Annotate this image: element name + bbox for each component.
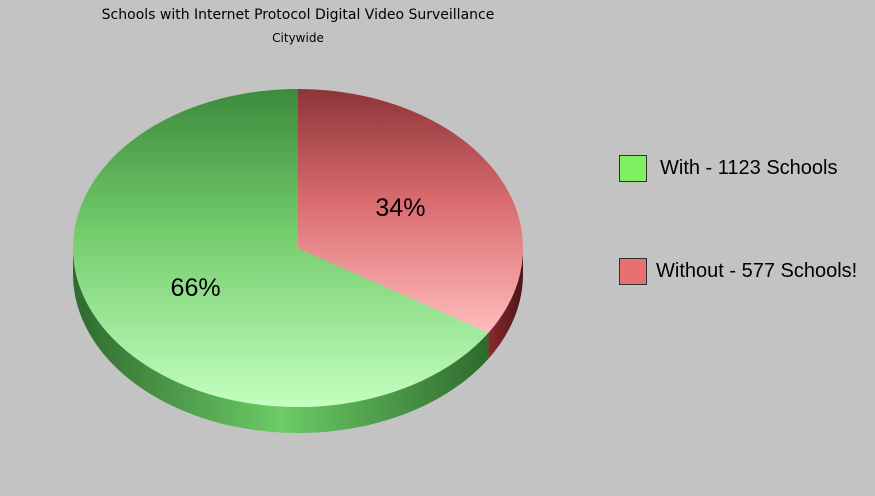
data-label-without: 34% [375, 194, 425, 222]
legend-item-without: Without - 577 Schools! [619, 258, 857, 285]
chart-title: Schools with Internet Protocol Digital V… [101, 7, 495, 23]
legend-swatch-without [619, 258, 647, 285]
legend-label-with: With - 1123 Schools [660, 157, 838, 179]
pie-side-with [72, 248, 489, 434]
pie-side-without [488, 248, 523, 359]
legend-swatch-with [619, 155, 647, 182]
pie-labels: 66% 34% [171, 194, 426, 302]
data-label-with: 66% [171, 274, 221, 302]
pie-sides [72, 248, 523, 434]
legend-item-with: With - 1123 Schools [619, 155, 838, 182]
pie-slice-without [298, 89, 524, 333]
legend-label-without: Without - 577 Schools! [656, 260, 858, 282]
pie-tops [73, 89, 524, 407]
pie-slice-with [73, 89, 489, 407]
chart-subtitle: Citywide [272, 31, 324, 45]
